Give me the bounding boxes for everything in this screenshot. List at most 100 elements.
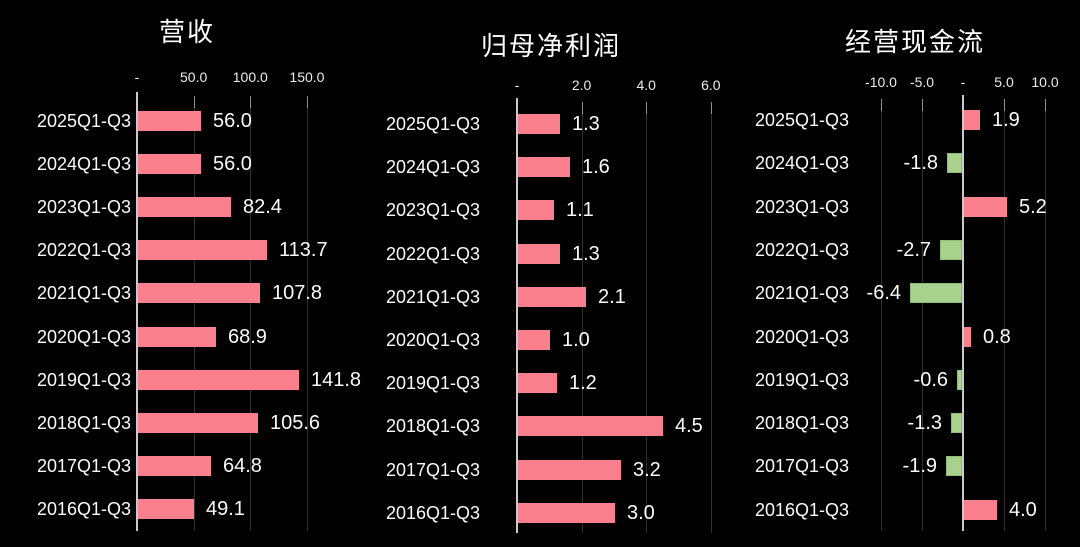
revenue-value-label: 56.0 [213, 110, 252, 132]
operating-cash-flow-bar [957, 370, 962, 390]
revenue-value-label: 49.1 [206, 498, 245, 520]
net-profit-value-label: 2.1 [598, 286, 626, 308]
operating-cash-flow-axis-tick [922, 99, 923, 111]
operating-cash-flow-category-label: 2018Q1-Q3 [754, 413, 849, 433]
operating-cash-flow-axis-tick [881, 99, 882, 111]
revenue-value-label: 56.0 [213, 153, 252, 175]
revenue-bar [138, 413, 258, 433]
operating-cash-flow-category-label: 2019Q1-Q3 [754, 370, 849, 390]
operating-cash-flow-value-label: 4.0 [1009, 499, 1037, 521]
net-profit-axis-line [516, 98, 518, 533]
operating-cash-flow-value-label: -6.4 [866, 282, 901, 304]
revenue-value-label: 105.6 [270, 412, 321, 434]
net-profit-bar [518, 460, 621, 480]
revenue-value-label: 64.8 [223, 455, 262, 477]
net-profit-value-label: 1.3 [572, 243, 600, 265]
revenue-gridline [193, 96, 195, 531]
net-profit-category-label: 2018Q1-Q3 [385, 416, 480, 436]
revenue-category-label: 2018Q1-Q3 [36, 413, 131, 433]
operating-cash-flow-value-label: -1.9 [902, 455, 937, 477]
revenue-bar [138, 456, 211, 476]
revenue-category-label: 2016Q1-Q3 [36, 499, 131, 519]
net-profit-value-label: 1.1 [566, 199, 594, 221]
revenue-bar [138, 111, 201, 131]
operating-cash-flow-bar [964, 197, 1007, 217]
net-profit-value-label: 1.2 [569, 372, 597, 394]
net-profit-bar [518, 244, 560, 264]
operating-cash-flow-axis-line [962, 95, 964, 531]
operating-cash-flow-bar [951, 413, 962, 433]
revenue-category-label: 2019Q1-Q3 [36, 370, 131, 390]
net-profit-bar [518, 373, 557, 393]
net-profit-value-label: 1.3 [572, 113, 600, 135]
net-profit-axis-tick-label: - [514, 77, 520, 93]
operating-cash-flow-bar [964, 327, 971, 347]
net-profit-category-label: 2023Q1-Q3 [385, 200, 480, 220]
operating-cash-flow-bar [947, 153, 962, 173]
net-profit-gridline [646, 102, 648, 533]
net-profit-bar [518, 157, 570, 177]
net-profit-value-label: 3.0 [627, 502, 655, 524]
chart-title-net-profit: 归母净利润 [480, 31, 622, 61]
net-profit-axis-tick [646, 102, 648, 114]
net-profit-bar [518, 287, 586, 307]
operating-cash-flow-axis-tick-label: -5.0 [909, 74, 935, 90]
net-profit-bar [518, 416, 663, 436]
net-profit-value-label: 4.5 [675, 415, 703, 437]
revenue-bar [138, 154, 201, 174]
net-profit-category-label: 2016Q1-Q3 [385, 503, 480, 523]
net-profit-category-label: 2019Q1-Q3 [385, 373, 480, 393]
revenue-axis-tick [193, 96, 195, 108]
net-profit-category-label: 2021Q1-Q3 [385, 287, 480, 307]
net-profit-bar [518, 114, 560, 134]
operating-cash-flow-axis-tick [1045, 99, 1046, 111]
operating-cash-flow-value-label: -0.6 [913, 369, 948, 391]
revenue-bar [138, 240, 267, 260]
operating-cash-flow-bar [946, 456, 962, 476]
revenue-category-label: 2017Q1-Q3 [36, 456, 131, 476]
revenue-category-label: 2022Q1-Q3 [36, 240, 131, 260]
revenue-value-label: 113.7 [279, 239, 328, 261]
operating-cash-flow-category-label: 2016Q1-Q3 [754, 500, 849, 520]
net-profit-bar [518, 503, 615, 523]
revenue-category-label: 2025Q1-Q3 [36, 111, 131, 131]
revenue-gridline [306, 96, 308, 531]
net-profit-category-label: 2025Q1-Q3 [385, 114, 480, 134]
revenue-axis-tick [250, 96, 252, 108]
operating-cash-flow-axis-tick [1004, 99, 1005, 111]
net-profit-bar [518, 330, 550, 350]
revenue-gridline [250, 96, 252, 531]
revenue-value-label: 107.8 [272, 282, 323, 304]
revenue-category-label: 2023Q1-Q3 [36, 197, 131, 217]
net-profit-axis-tick-label: 4.0 [636, 77, 656, 93]
net-profit-gridline [710, 102, 712, 533]
operating-cash-flow-gridline [1004, 99, 1005, 531]
revenue-category-label: 2021Q1-Q3 [36, 283, 131, 303]
revenue-axis-line [136, 92, 138, 531]
operating-cash-flow-gridline [881, 99, 882, 531]
net-profit-category-label: 2017Q1-Q3 [385, 460, 480, 480]
net-profit-category-label: 2020Q1-Q3 [385, 330, 480, 350]
revenue-bar [138, 499, 194, 519]
revenue-bar [138, 283, 260, 303]
operating-cash-flow-value-label: 1.9 [992, 109, 1020, 131]
net-profit-axis-tick-label: 2.0 [571, 77, 592, 93]
operating-cash-flow-gridline [1045, 99, 1046, 531]
net-profit-axis-tick [581, 102, 583, 114]
net-profit-gridline [581, 102, 583, 533]
revenue-category-label: 2024Q1-Q3 [36, 154, 131, 174]
operating-cash-flow-value-label: -2.7 [896, 239, 931, 261]
revenue-axis-tick [306, 96, 308, 108]
operating-cash-flow-bar [940, 240, 962, 260]
operating-cash-flow-axis-tick-label: 5.0 [994, 74, 1014, 90]
net-profit-category-label: 2022Q1-Q3 [385, 244, 480, 264]
revenue-bar [138, 327, 216, 347]
operating-cash-flow-value-label: 5.2 [1019, 196, 1047, 218]
net-profit-axis-tick [710, 102, 712, 114]
revenue-axis-tick-label: - [134, 69, 140, 85]
operating-cash-flow-value-label: -1.3 [907, 412, 942, 434]
net-profit-value-label: 1.6 [582, 156, 610, 178]
chart-title-revenue: 营收 [158, 17, 216, 47]
